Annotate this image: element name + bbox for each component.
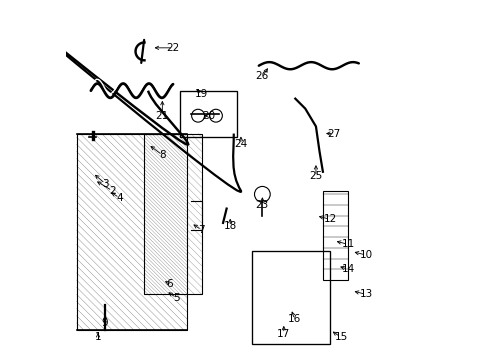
Text: 5: 5	[173, 293, 180, 303]
Text: 17: 17	[277, 329, 290, 339]
Text: 10: 10	[359, 250, 372, 260]
Bar	[180, 91, 237, 137]
Text: 8: 8	[159, 150, 165, 160]
Text: 24: 24	[234, 139, 247, 149]
Text: 22: 22	[166, 43, 179, 53]
Text: 19: 19	[195, 89, 208, 99]
Text: 16: 16	[287, 314, 301, 324]
Text: 18: 18	[223, 221, 236, 231]
Text: 13: 13	[359, 289, 372, 299]
Text: 6: 6	[166, 279, 172, 289]
Text: 2: 2	[109, 186, 115, 196]
Text: 21: 21	[155, 111, 169, 121]
Text: 27: 27	[326, 129, 340, 139]
Bar	[323, 191, 347, 280]
Text: 14: 14	[341, 264, 354, 274]
Text: 11: 11	[341, 239, 354, 249]
Text: 12: 12	[323, 214, 336, 224]
Bar	[251, 251, 329, 344]
Text: 9: 9	[102, 318, 108, 328]
Text: 3: 3	[102, 179, 108, 189]
Text: 1: 1	[95, 332, 101, 342]
Text: 25: 25	[309, 171, 322, 181]
Text: 20: 20	[202, 111, 215, 121]
Text: 7: 7	[198, 225, 204, 235]
Text: 23: 23	[255, 200, 268, 210]
Text: 26: 26	[255, 71, 268, 81]
Text: 4: 4	[116, 193, 122, 203]
Text: 15: 15	[334, 332, 347, 342]
